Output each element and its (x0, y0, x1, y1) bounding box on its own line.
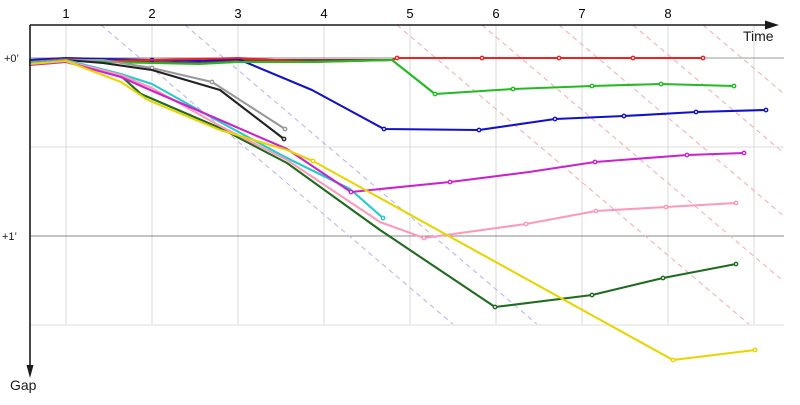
svg-text:4: 4 (320, 6, 327, 21)
svg-text:6: 6 (492, 6, 499, 21)
svg-text:Gap: Gap (10, 377, 37, 393)
svg-text:3: 3 (234, 6, 241, 21)
svg-text:8: 8 (664, 6, 671, 21)
svg-text:+0’: +0’ (4, 53, 19, 65)
svg-text:5: 5 (406, 6, 413, 21)
svg-text:7: 7 (578, 6, 585, 21)
svg-text:1: 1 (62, 6, 69, 21)
svg-text:+1’: +1’ (2, 231, 17, 243)
svg-text:Time: Time (743, 28, 774, 44)
svg-text:2: 2 (148, 6, 155, 21)
